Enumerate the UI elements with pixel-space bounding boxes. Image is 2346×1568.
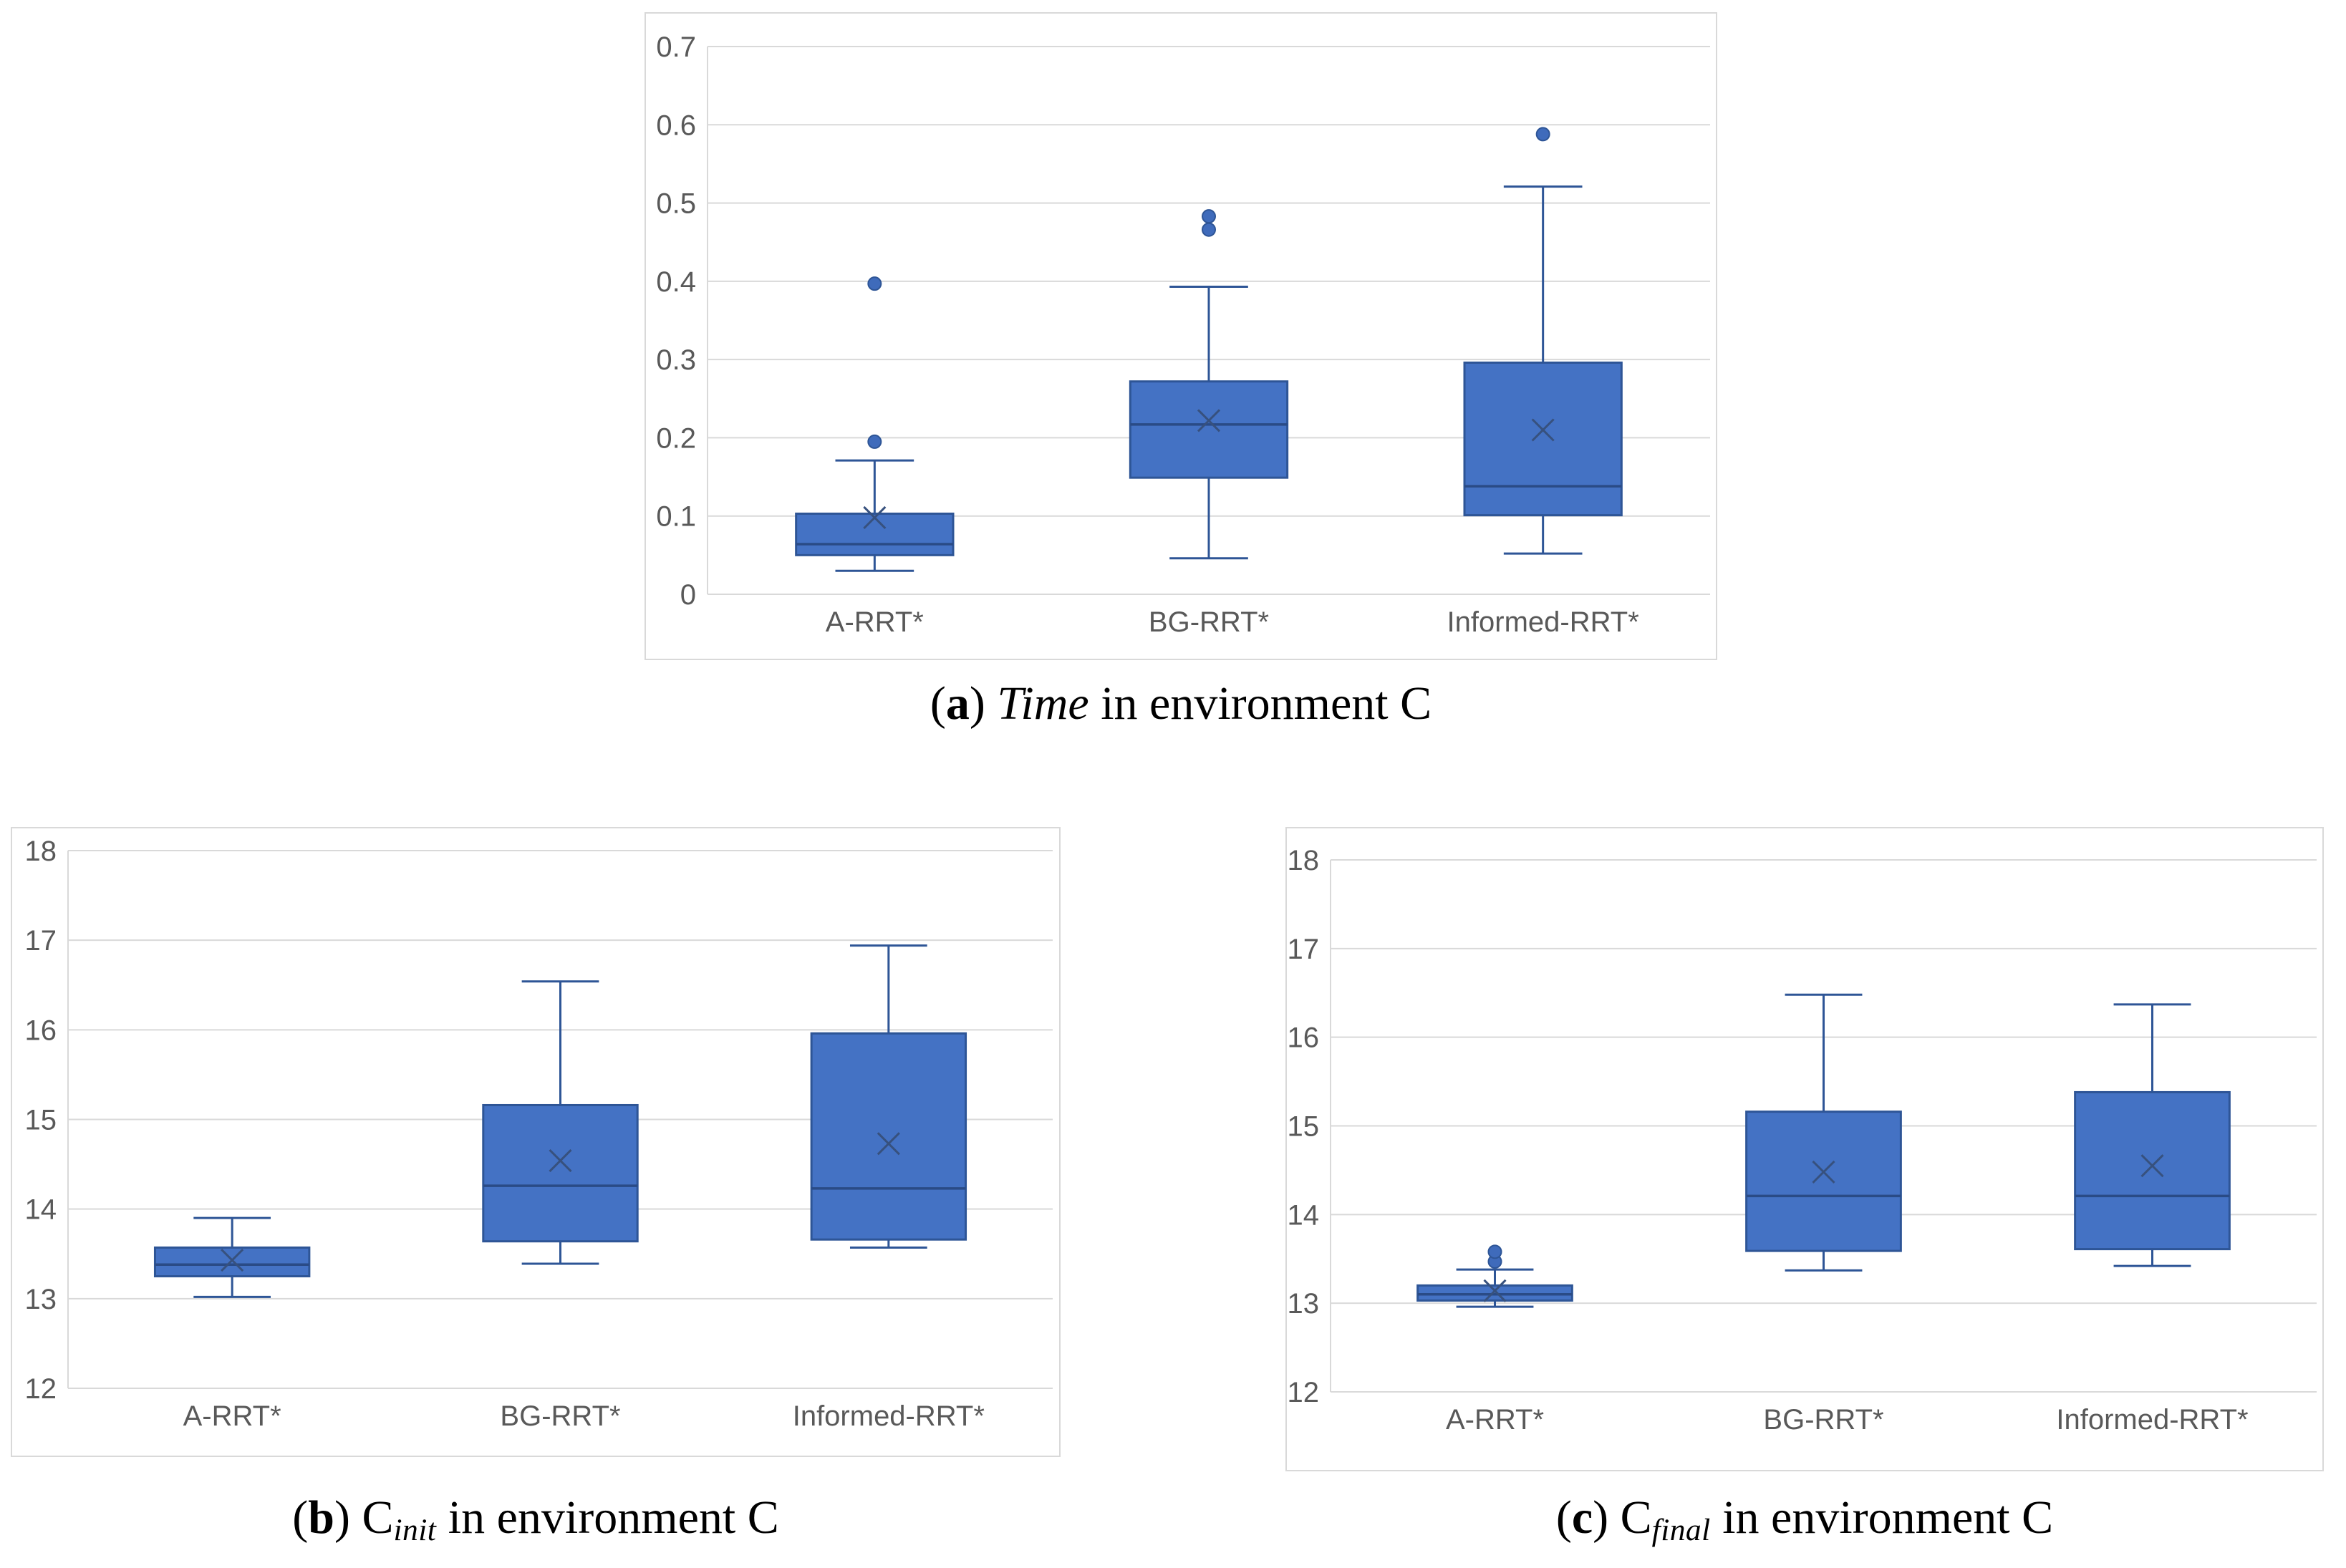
category-label: BG-RRT*: [500, 1400, 620, 1432]
y-tick-label: 13: [1288, 1288, 1320, 1320]
chart-cfinal-env-c: 12 13 14 15 16 17 18 A-RRT* BG-RRT* Informed-RRT*: [1285, 827, 2324, 1471]
box-group-3: [810, 944, 967, 1249]
outlier-dot: [1535, 127, 1550, 142]
box-group-3: [1463, 127, 1623, 555]
outlier-dot: [867, 276, 882, 291]
box-plot-cfinal-env-c: 12 13 14 15 16 17 18 A-RRT* BG-RRT* Informed-RRT*: [1285, 827, 2324, 1471]
caption-a-open-paren: (: [930, 677, 946, 730]
mean-marker: [1197, 409, 1221, 432]
y-tick-label: 12: [25, 1373, 57, 1405]
caption-b-subscript: init: [393, 1512, 437, 1547]
caption-a-letter: a: [945, 677, 970, 730]
box-group-1: [153, 1216, 311, 1298]
iqr-box: [1416, 1284, 1573, 1302]
outlier-dot: [1487, 1244, 1502, 1259]
caption-b-term: C: [362, 1491, 394, 1544]
caption-a-close-paren: ): [969, 677, 998, 730]
y-tick-label: 16: [1288, 1022, 1320, 1054]
caption-c-letter: c: [1571, 1491, 1593, 1544]
y-tick-label: 0: [680, 579, 696, 611]
caption-b-close-paren: ): [334, 1491, 362, 1544]
mean-marker: [221, 1248, 244, 1272]
y-tick-label: 18: [25, 836, 57, 867]
chart-frame: [645, 12, 1717, 660]
caption-a: (a) Time in environment C: [645, 677, 1717, 731]
outlier-dot: [867, 434, 882, 449]
caption-c: (c) Cfinal in environment C: [1285, 1491, 2324, 1545]
y-tick-label: 0.7: [656, 32, 696, 63]
box-group-1: [1416, 1244, 1573, 1308]
outlier-dot: [1202, 222, 1216, 237]
y-tick-label: 17: [1288, 934, 1320, 965]
box-plot-cinit-env-c: 12 13 14 15 16 17 18 A-RRT* BG-RRT* Informed-RRT*: [11, 827, 1061, 1457]
box-group-1: [795, 276, 955, 572]
caption-b-letter: b: [308, 1491, 334, 1544]
iqr-box: [1745, 1110, 1902, 1252]
box-plot-time-env-c: 0 0.1 0.2 0.3 0.4 0.5 0.6 0.7 A-RRT* BG-RRT* Infor…: [645, 12, 1717, 660]
caption-c-close-paren: ): [1593, 1491, 1621, 1544]
box-group-2: [1745, 993, 1902, 1272]
box-group-2: [482, 980, 639, 1265]
caption-b-rest: in environment C: [436, 1491, 779, 1544]
caption-c-subscript: final: [1651, 1512, 1711, 1547]
caption-a-rest: in environment C: [1088, 677, 1432, 730]
y-tick-label: 0.1: [656, 501, 696, 533]
iqr-box: [153, 1246, 311, 1278]
caption-c-term: C: [1620, 1491, 1652, 1544]
chart-time-env-c: 0 0.1 0.2 0.3 0.4 0.5 0.6 0.7 A-RRT* BG-RRT* Infor…: [645, 12, 1717, 660]
y-tick-label: 0.5: [656, 188, 696, 220]
y-tick-label: 18: [1288, 845, 1320, 876]
iqr-box: [795, 512, 955, 556]
outlier-dot: [1202, 209, 1216, 224]
caption-a-term: Time: [997, 677, 1089, 730]
mean-marker: [1483, 1279, 1507, 1302]
y-tick-label: 16: [25, 1015, 57, 1046]
caption-b-open-paren: (: [292, 1491, 309, 1544]
mean-marker: [1531, 418, 1555, 442]
y-tick-label: 0.4: [656, 266, 696, 298]
box-group-2: [1129, 209, 1289, 560]
category-label: Informed-RRT*: [2056, 1404, 2248, 1436]
iqr-box: [482, 1103, 639, 1243]
iqr-box: [810, 1032, 967, 1241]
category-label: A-RRT*: [1446, 1404, 1544, 1436]
category-label: A-RRT*: [183, 1400, 281, 1432]
category-label: Informed-RRT*: [793, 1400, 985, 1432]
y-tick-label: 0.3: [656, 344, 696, 376]
caption-c-open-paren: (: [1555, 1491, 1572, 1544]
chart-cinit-env-c: 12 13 14 15 16 17 18 A-RRT* BG-RRT* Informed-RRT*: [11, 827, 1061, 1457]
iqr-box: [1129, 380, 1289, 479]
mean-marker: [1812, 1160, 1835, 1184]
caption-b: (b) Cinit in environment C: [11, 1491, 1061, 1545]
category-label: BG-RRT*: [1149, 606, 1269, 638]
y-tick-label: 14: [1288, 1199, 1320, 1231]
iqr-box: [1463, 362, 1623, 517]
y-tick-label: 0.2: [656, 422, 696, 454]
y-tick-label: 12: [1288, 1377, 1320, 1408]
category-label: BG-RRT*: [1763, 1404, 1883, 1436]
y-tick-label: 13: [25, 1284, 57, 1315]
mean-marker: [863, 505, 887, 529]
y-tick-label: 14: [25, 1194, 57, 1226]
mean-marker: [549, 1149, 572, 1173]
caption-c-rest: in environment C: [1710, 1491, 2054, 1544]
category-label: A-RRT*: [826, 606, 924, 638]
mean-marker: [2140, 1154, 2164, 1178]
category-label: Informed-RRT*: [1447, 606, 1639, 638]
iqr-box: [2074, 1090, 2231, 1251]
box-group-3: [2074, 1003, 2231, 1267]
mean-marker: [877, 1132, 900, 1156]
y-tick-label: 0.6: [656, 110, 696, 141]
y-tick-label: 15: [25, 1105, 57, 1136]
y-tick-label: 17: [25, 925, 57, 957]
y-tick-label: 15: [1288, 1111, 1320, 1143]
